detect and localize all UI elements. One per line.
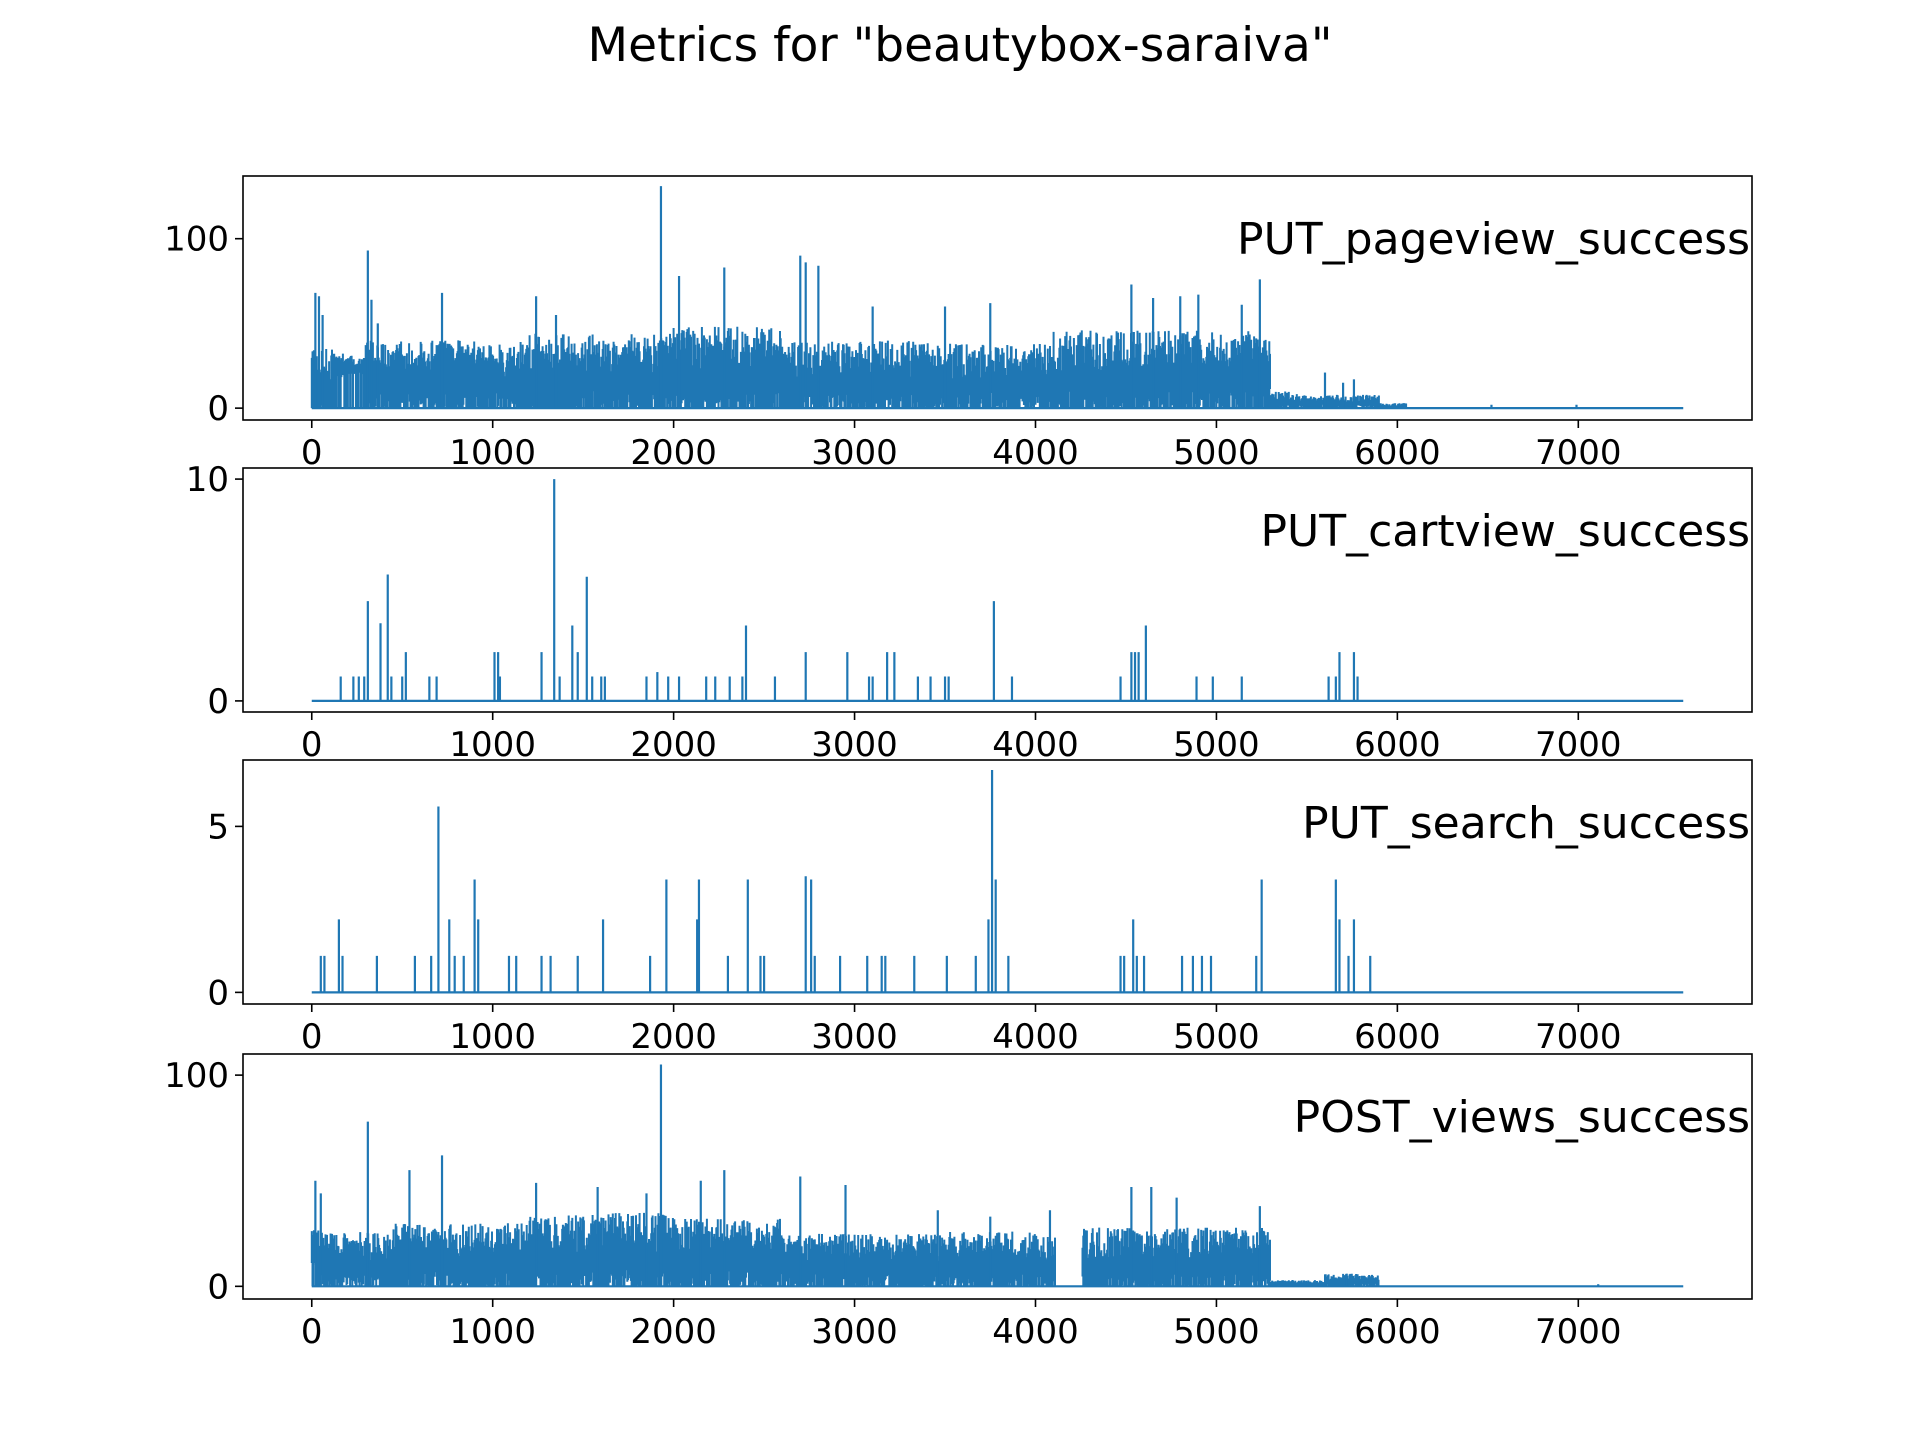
x-tick-label: 4000 xyxy=(992,433,1079,473)
x-tick-label: 6000 xyxy=(1354,725,1441,765)
x-tick-label: 2000 xyxy=(630,1017,717,1057)
x-tick-label: 5000 xyxy=(1173,1312,1260,1352)
x-tick-label: 3000 xyxy=(811,433,898,473)
series-dense-band xyxy=(310,326,1408,409)
x-tick-label: 2000 xyxy=(630,725,717,765)
series-dense-band xyxy=(310,1212,1380,1287)
x-tick-label: 7000 xyxy=(1535,1312,1622,1352)
x-tick-label: 3000 xyxy=(811,1312,898,1352)
x-tick-label: 5000 xyxy=(1173,433,1260,473)
x-tick-label: 4000 xyxy=(992,1017,1079,1057)
axes-frame xyxy=(242,759,1753,1005)
series-line xyxy=(310,1064,1684,1288)
y-tick-label: 5 xyxy=(207,807,229,847)
series-line xyxy=(311,769,1684,994)
x-tick-label: 3000 xyxy=(811,725,898,765)
x-tick-label: 0 xyxy=(301,433,323,473)
subplot-1: 0 1000 2000 3000 4000 5000 6000 7000 0 100 PUT_pag… xyxy=(164,175,1753,473)
y-tick-label: 0 xyxy=(207,389,229,429)
series-line xyxy=(311,479,1684,703)
y-tick-label: 100 xyxy=(164,1056,229,1096)
subplot-title: POST_views_success xyxy=(1294,1092,1750,1143)
x-tick-label: 6000 xyxy=(1354,1017,1441,1057)
subplot-2: 0 1000 2000 3000 4000 5000 6000 7000 0 10 PUT_cart… xyxy=(186,460,1753,765)
subplot-title: PUT_pageview_success xyxy=(1237,214,1750,265)
x-tick-label: 1000 xyxy=(449,433,536,473)
axes-frame xyxy=(242,467,1753,713)
x-tick-label: 3000 xyxy=(811,1017,898,1057)
y-tick-label: 0 xyxy=(207,973,229,1013)
x-tick-label: 5000 xyxy=(1173,1017,1260,1057)
figure-title: Metrics for "beautybox-saraiva" xyxy=(587,18,1333,73)
y-tick-label: 100 xyxy=(164,220,229,260)
x-tick-label: 0 xyxy=(301,1017,323,1057)
x-tick-label: 7000 xyxy=(1535,433,1622,473)
axes-frame xyxy=(242,175,1753,421)
subplot-title: PUT_search_success xyxy=(1302,798,1750,849)
x-tick-label: 6000 xyxy=(1354,1312,1441,1352)
x-tick-label: 2000 xyxy=(630,433,717,473)
x-tick-label: 0 xyxy=(301,1312,323,1352)
x-tick-label: 4000 xyxy=(992,725,1079,765)
x-tick-label: 5000 xyxy=(1173,725,1260,765)
axes-frame xyxy=(242,1053,1753,1300)
x-tick-label: 7000 xyxy=(1535,1017,1622,1057)
y-tick-label: 10 xyxy=(186,460,229,500)
x-tick-label: 1000 xyxy=(449,1312,536,1352)
x-tick-label: 4000 xyxy=(992,1312,1079,1352)
y-tick-label: 0 xyxy=(207,1267,229,1307)
x-tick-label: 1000 xyxy=(449,725,536,765)
x-tick-label: 0 xyxy=(301,725,323,765)
x-tick-label: 7000 xyxy=(1535,725,1622,765)
y-tick-label: 0 xyxy=(207,682,229,722)
subplot-3: 0 1000 2000 3000 4000 5000 6000 7000 0 5 PUT_searc… xyxy=(207,759,1753,1057)
x-tick-label: 2000 xyxy=(630,1312,717,1352)
x-tick-label: 6000 xyxy=(1354,433,1441,473)
subplot-4: 0 1000 2000 3000 4000 5000 6000 7000 0 100 POST_vi… xyxy=(164,1053,1753,1352)
series-line xyxy=(310,186,1684,410)
x-tick-label: 1000 xyxy=(449,1017,536,1057)
subplot-title: PUT_cartview_success xyxy=(1260,506,1750,557)
